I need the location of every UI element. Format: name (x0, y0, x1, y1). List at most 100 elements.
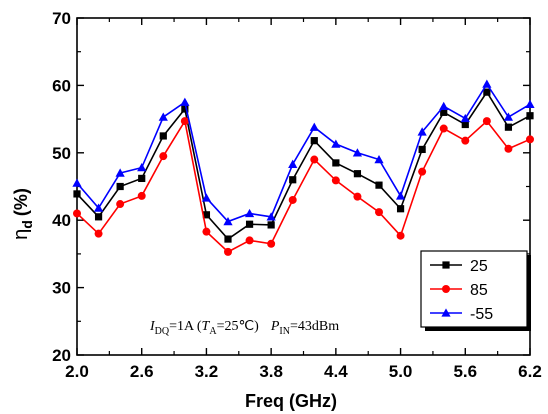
y-tick-label: 20 (52, 346, 71, 365)
data-point (73, 209, 81, 218)
data-point (267, 239, 276, 248)
series-25 (73, 88, 534, 243)
series-line (76, 118, 531, 253)
data-point (223, 216, 233, 226)
data-point (525, 99, 535, 108)
svg-text:ηd(%): ηd (%) (10, 188, 35, 240)
data-point (461, 120, 469, 129)
legend-label: -55 (470, 306, 493, 323)
conditions-annotation: IDQ=1A (TA=25℃) PIN=43dBm (149, 319, 339, 337)
data-point (289, 176, 297, 184)
data-point (396, 231, 405, 240)
data-point (94, 229, 103, 238)
data-point (417, 127, 427, 136)
data-point (396, 205, 405, 213)
legend-entry: -55 (430, 306, 493, 323)
data-point (460, 113, 470, 123)
x-tick-label: 5.6 (453, 362, 477, 381)
series-line (76, 90, 531, 241)
data-point (288, 195, 297, 204)
data-point (245, 236, 254, 245)
data-point (352, 148, 363, 157)
data-point (72, 178, 82, 187)
data-point (267, 221, 275, 229)
data-point (418, 167, 427, 176)
data-point (526, 135, 534, 144)
y-tick-label: 30 (52, 279, 71, 298)
data-point (310, 137, 318, 145)
legend-entry: 85 (430, 282, 488, 299)
annot-t-val: =25℃) (217, 319, 260, 334)
data-point (159, 152, 168, 161)
data-point (159, 132, 167, 140)
legend-label: 25 (470, 258, 488, 275)
data-point (310, 155, 319, 164)
y-axis-title-unit: (%) (11, 188, 31, 216)
annot-p-sub: IN (279, 326, 290, 337)
y-axis-title-symbol: η (10, 229, 32, 240)
data-point (180, 117, 189, 126)
legend-marker (441, 308, 451, 317)
data-point (483, 88, 491, 96)
legend-marker (442, 285, 450, 293)
data-point (73, 190, 81, 198)
data-point (482, 117, 491, 126)
series--55 (72, 79, 535, 226)
data-point (245, 220, 254, 228)
x-tick-label: 2.0 (65, 362, 89, 381)
series-line (76, 82, 531, 223)
data-point (439, 124, 448, 133)
data-point (461, 136, 470, 145)
series-85 (73, 117, 534, 256)
data-point (202, 227, 211, 236)
data-point (93, 203, 104, 212)
data-point (353, 170, 362, 178)
annot-i: I (149, 319, 156, 334)
annot-p-val: =43dBm (290, 319, 339, 334)
data-point (94, 213, 103, 221)
x-axis-title: Freq (GHz) (245, 391, 337, 411)
legend-entry: 25 (430, 258, 488, 275)
x-tick-label: 3.2 (195, 362, 219, 381)
x-tick-label: 6.2 (518, 362, 542, 381)
data-point (332, 159, 340, 167)
legend: 25 85 -55 (420, 250, 531, 331)
annot-t-sub: A (209, 326, 217, 337)
annot-t: T (202, 319, 211, 334)
data-point (331, 176, 340, 185)
y-tick-label: 70 (52, 9, 71, 28)
data-point (375, 208, 383, 217)
data-point (137, 191, 146, 200)
data-point (503, 112, 514, 121)
data-point (375, 181, 383, 189)
data-point (116, 182, 124, 191)
x-tick-label: 4.4 (324, 362, 348, 381)
data-point (288, 159, 298, 168)
data-point (116, 200, 125, 209)
x-tick-label: 3.8 (259, 362, 283, 381)
data-point (115, 168, 125, 177)
data-point (202, 211, 211, 219)
annot-i-sub: DQ (155, 326, 170, 337)
annot-p: P (270, 319, 280, 334)
data-point (224, 247, 232, 256)
legend-items: 25 85 -55 (430, 258, 493, 323)
series-layer (72, 79, 535, 256)
data-point (504, 123, 513, 131)
data-point (482, 79, 492, 88)
data-point (331, 139, 341, 148)
data-point (374, 154, 384, 164)
y-tick-label: 60 (52, 76, 71, 95)
y-axis-title: ηd (%) (10, 188, 35, 240)
data-point (526, 112, 534, 120)
data-point (266, 212, 276, 221)
data-point (201, 193, 212, 202)
data-point (224, 235, 232, 243)
y-tick-label: 40 (52, 211, 71, 230)
data-point (309, 122, 319, 131)
data-point (137, 163, 147, 172)
data-point (418, 145, 426, 154)
tick-labels: 2.0 2.6 3.2 3.8 4.4 5.0 5.6 6.2 20 30 40 50 60 70 (52, 9, 542, 381)
annot-i-val: =1A ( (169, 319, 202, 334)
x-tick-label: 5.0 (389, 362, 413, 381)
